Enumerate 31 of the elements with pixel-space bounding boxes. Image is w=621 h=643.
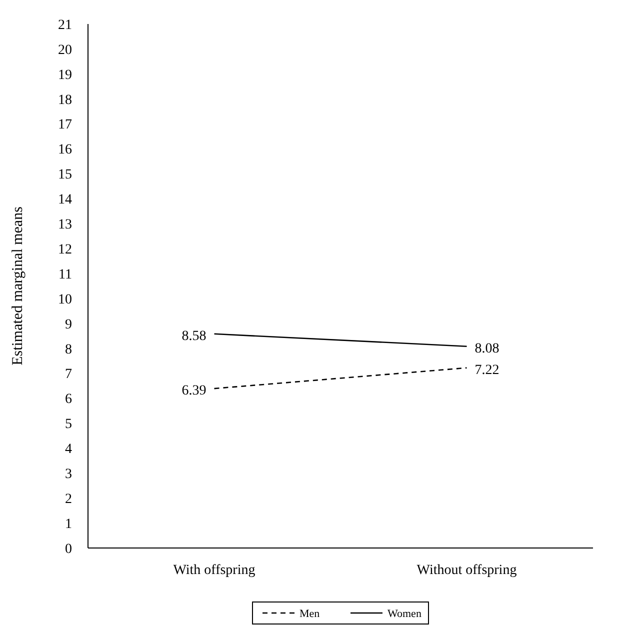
- y-tick-label: 13: [58, 218, 72, 233]
- legend-label: Men: [300, 608, 320, 620]
- y-tick-label: 11: [58, 267, 72, 282]
- y-tick-label: 1: [65, 516, 72, 532]
- y-tick-label: 3: [65, 467, 72, 482]
- y-tick-label: 15: [58, 168, 72, 183]
- y-tick-label: 12: [58, 242, 72, 258]
- y-tick-label: 10: [58, 292, 72, 308]
- data-label: 8.08: [474, 341, 500, 356]
- y-tick-label: 14: [58, 192, 72, 208]
- y-tick-label: 2: [65, 492, 72, 507]
- y-tick-label: 5: [65, 417, 72, 432]
- data-label: 8.58: [182, 328, 206, 344]
- y-tick-label: 9: [65, 317, 72, 332]
- y-tick-label: 20: [58, 42, 72, 58]
- x-tick-label: Without offspring: [416, 563, 517, 578]
- y-tick-label: 18: [58, 92, 72, 108]
- y-tick-label: 21: [58, 18, 72, 33]
- x-tick-label: With offspring: [173, 563, 256, 578]
- y-tick-label: 6: [65, 392, 72, 408]
- y-tick-label: 16: [58, 142, 72, 158]
- y-tick-label: 17: [58, 118, 72, 133]
- legend-label: Women: [388, 608, 422, 620]
- data-label: 6.39: [182, 384, 206, 399]
- y-tick-label: 7: [65, 367, 72, 382]
- y-tick-label: 19: [58, 68, 72, 83]
- y-axis-title: Estimated marginal means: [10, 206, 26, 366]
- y-tick-label: 4: [65, 442, 72, 458]
- y-tick-label: 8: [65, 342, 72, 358]
- y-tick-label: 0: [65, 542, 72, 557]
- data-label: 7.22: [474, 362, 500, 378]
